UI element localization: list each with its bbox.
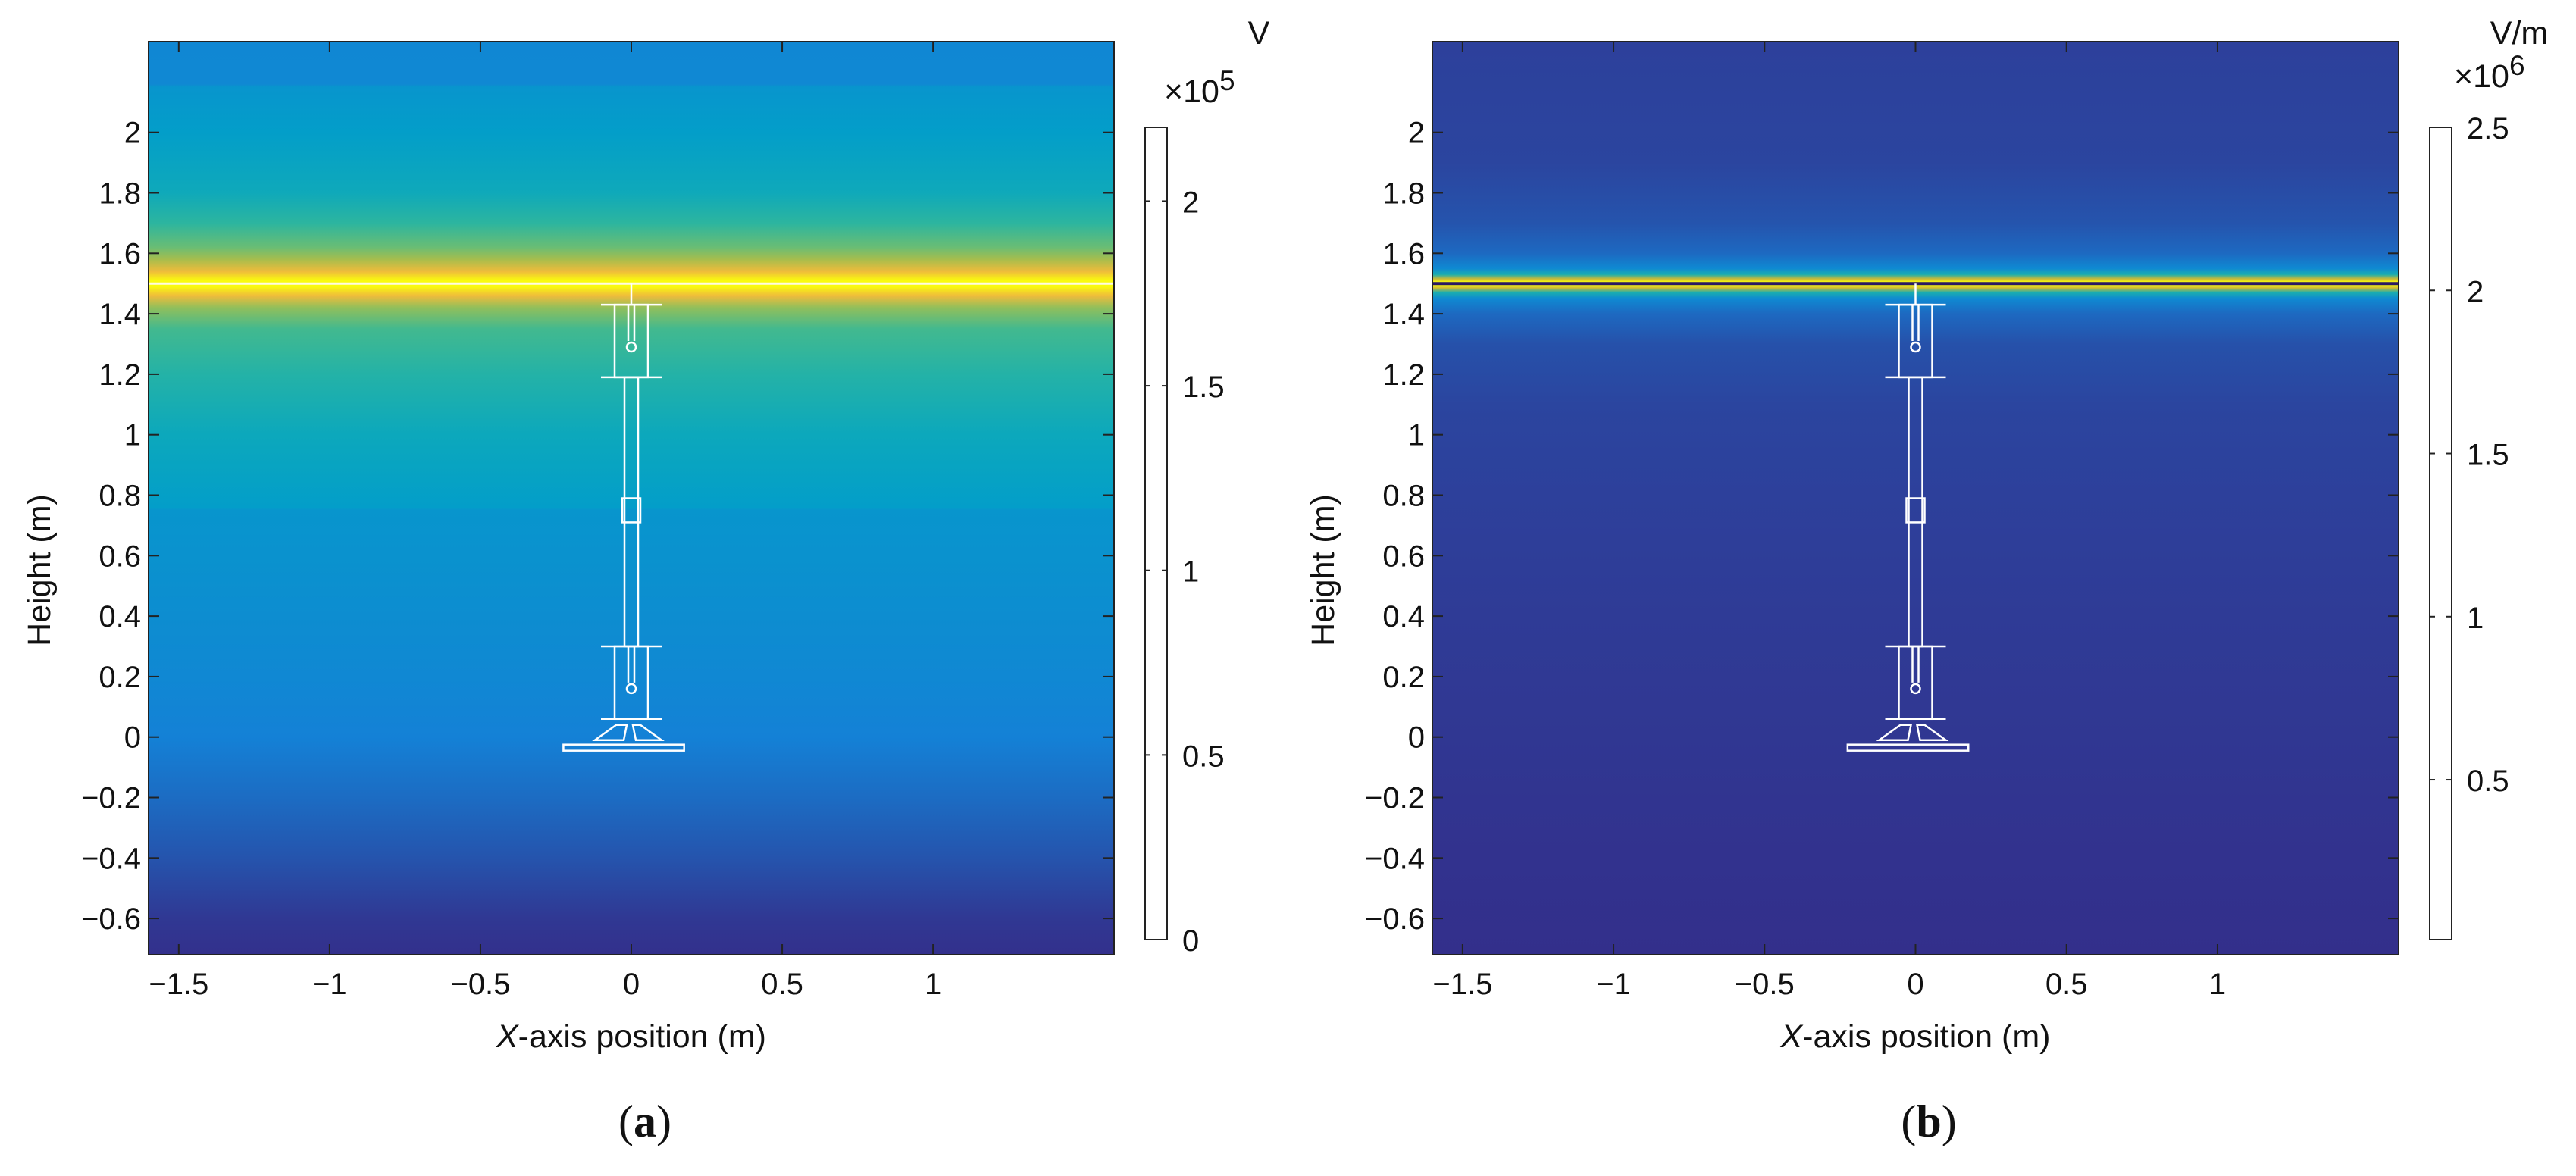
insulator-rod — [623, 376, 640, 648]
y-tick-label: −0.6 — [1365, 902, 1425, 936]
colorbar-ticks: 0.5 1 1.5 2 2.5 — [2430, 112, 2509, 798]
y-tick-label: 0.8 — [1382, 480, 1425, 513]
x-tick-label: 0 — [623, 968, 640, 1001]
colorbar-tick-label: 0.5 — [2467, 765, 2509, 798]
colorbar-tick-label: 1.5 — [1182, 371, 1225, 404]
y-axis-label: Height (m) — [21, 494, 58, 646]
x-tick-label: −1.5 — [149, 968, 208, 1001]
y-tick-label: −0.2 — [1365, 782, 1425, 815]
y-tick-label: −0.2 — [81, 782, 141, 815]
y-tick-label: 0.8 — [99, 480, 141, 513]
insulator-bolt — [625, 683, 637, 695]
x-tick-label: 1 — [925, 968, 941, 1001]
y-tick-label: 0 — [124, 721, 141, 755]
colorbar-unit: V/m — [2490, 15, 2548, 52]
colorbar-tick-label: 1 — [1182, 555, 1199, 589]
insulator-foot-left — [1876, 724, 1913, 741]
insulator-middle-joint — [621, 497, 642, 524]
x-tick-label: 0.5 — [761, 968, 803, 1001]
insulator-foot-left — [592, 724, 628, 741]
insulator-base-plate — [1846, 743, 1970, 752]
colorbar-unit: V — [1248, 15, 1270, 52]
colorbar-ticks: 0 0.5 1 1.5 2 — [1145, 186, 1225, 958]
x-tick-label: 0 — [1907, 968, 1923, 1001]
insulator-foot-right — [631, 724, 665, 741]
x-tick-label: −1 — [1596, 968, 1631, 1001]
y-tick-label: 1.2 — [1382, 358, 1425, 392]
colorbar-tick-label: 0.5 — [1182, 740, 1225, 773]
y-tick-label: −0.4 — [81, 842, 141, 875]
insulator-bolt — [1910, 341, 1921, 353]
y-tick-label: 1.8 — [99, 177, 141, 211]
y-tick-label: 2 — [1408, 117, 1425, 150]
y-tick-label: 0 — [1408, 721, 1425, 755]
colorbar-multiplier: ×106 — [2454, 50, 2525, 95]
x-axis-ticks: −1.5 −1 −0.5 0 0.5 1 — [1432, 42, 2226, 1001]
colorbar-tick-label: 2 — [2467, 275, 2484, 308]
panel-label-b: (b) — [1901, 1096, 1956, 1146]
x-tick-label: −1 — [312, 968, 347, 1001]
colorbar-tick-label: 1 — [2467, 602, 2484, 635]
y-axis-ticks: −0.6 −0.4 −0.2 0 0.2 0.4 0.6 0.8 1 1.2 1.4 1.6 1.8 2 — [1365, 117, 2399, 936]
y-tick-label: −0.4 — [1365, 842, 1425, 875]
y-tick-label: 0.4 — [1382, 600, 1425, 633]
y-tick-label: 0.2 — [1382, 661, 1425, 694]
colorbar-frame — [2429, 127, 2452, 940]
colorbar-frame — [1144, 127, 1168, 940]
y-tick-label: 0.4 — [99, 600, 141, 633]
y-tick-label: 1 — [124, 419, 141, 452]
insulator-outline — [1432, 282, 2399, 752]
x-tick-label: −0.5 — [1735, 968, 1795, 1001]
y-tick-label: 1.8 — [1382, 177, 1425, 211]
colorbar-tick-label: 2.5 — [2467, 112, 2509, 145]
y-tick-label: 1 — [1408, 419, 1425, 452]
x-axis-label: X-axis position (m) — [496, 1018, 766, 1055]
insulator-middle-joint — [1905, 497, 1926, 524]
y-tick-label: 0.2 — [99, 661, 141, 694]
x-tick-label: −0.5 — [450, 968, 510, 1001]
insulator-base-plate — [562, 743, 685, 752]
colorbar-tick-label: 0 — [1182, 924, 1199, 958]
y-tick-label: 1.6 — [99, 237, 141, 271]
y-tick-label: 2 — [124, 117, 141, 150]
y-tick-label: 1.2 — [99, 358, 141, 392]
insulator-outline — [149, 282, 1114, 752]
y-tick-label: 1.4 — [99, 298, 141, 331]
colorbar-multiplier: ×105 — [1164, 65, 1235, 110]
x-axis-ticks: −1.5 −1 −0.5 0 0.5 1 — [149, 42, 941, 1001]
insulator-bolt — [625, 341, 637, 353]
x-axis-label: X-axis position (m) — [1779, 1018, 2050, 1055]
panel-a: −1.5 −1 −0.5 0 0.5 1 −0.6 −0.4 −0.2 0 0.2 0.4 0.6 0.… — [21, 15, 1270, 1146]
insulator-foot-right — [1915, 724, 1949, 741]
x-tick-label: −1.5 — [1432, 968, 1492, 1001]
y-tick-label: −0.6 — [81, 902, 141, 936]
colorbar-tick-label: 2 — [1182, 186, 1199, 219]
y-axis-label: Height (m) — [1305, 494, 1341, 646]
y-tick-label: 0.6 — [99, 540, 141, 573]
insulator-rod — [1908, 376, 1923, 648]
colorbar-tick-label: 1.5 — [2467, 439, 2509, 472]
panel-label-a: (a) — [618, 1096, 671, 1146]
y-tick-label: 0.6 — [1382, 540, 1425, 573]
y-tick-label: 1.6 — [1382, 237, 1425, 271]
y-axis-ticks: −0.6 −0.4 −0.2 0 0.2 0.4 0.6 0.8 1 1.2 1.4 1.6 1.8 2 — [81, 117, 1114, 936]
x-tick-label: 1 — [2209, 968, 2226, 1001]
panel-b: −1.5 −1 −0.5 0 0.5 1 −0.6 −0.4 −0.2 0 0.2 0.4 0.6 0.… — [1305, 15, 2548, 1146]
insulator-bolt — [1910, 683, 1921, 695]
y-tick-label: 1.4 — [1382, 298, 1425, 331]
x-tick-label: 0.5 — [2045, 968, 2088, 1001]
